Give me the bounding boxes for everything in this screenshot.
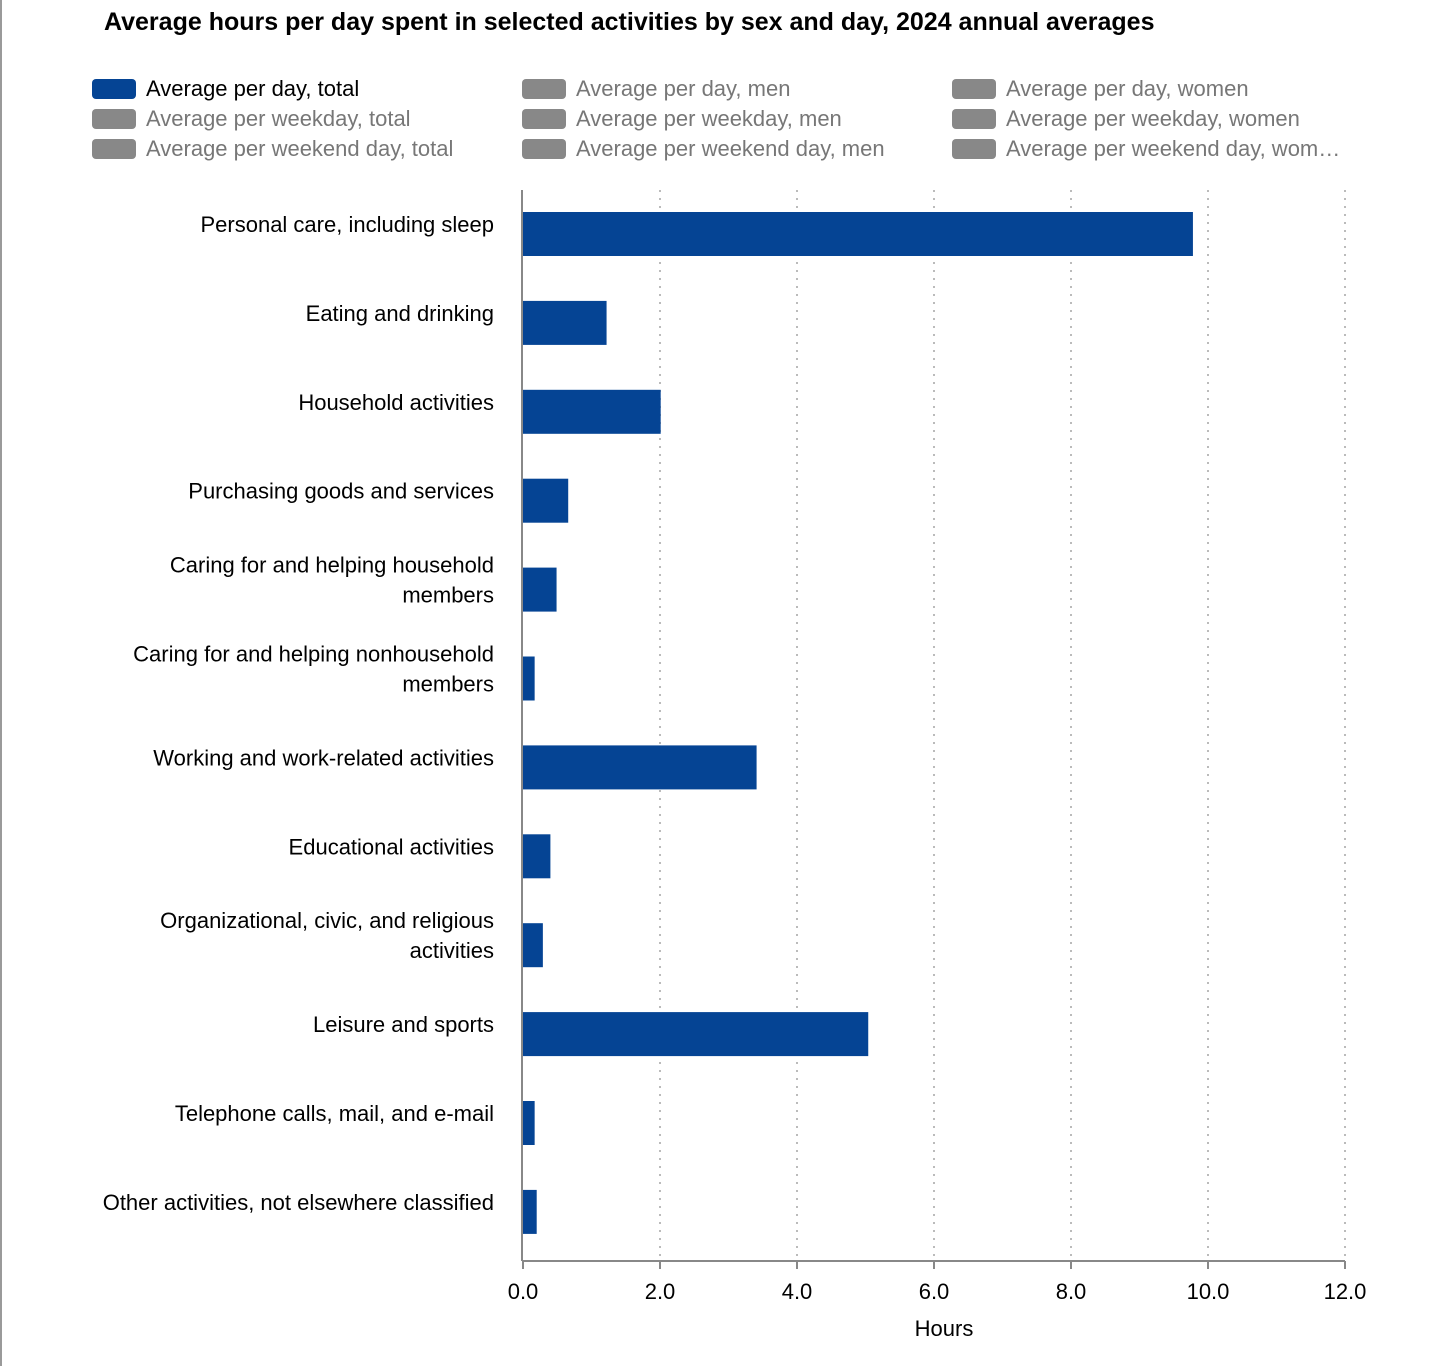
category-label: activities (410, 938, 494, 963)
category-label: Personal care, including sleep (200, 212, 494, 237)
legend-swatch (92, 139, 136, 159)
bar[interactable] (523, 745, 757, 790)
bar[interactable] (523, 1189, 537, 1234)
bar[interactable] (523, 300, 607, 345)
category-label: Leisure and sports (313, 1012, 494, 1037)
category-label: members (402, 583, 494, 608)
legend-item[interactable]: Average per weekend day, wom… (952, 136, 1340, 162)
bar[interactable] (523, 389, 661, 434)
bar[interactable] (523, 1101, 535, 1145)
legend-swatch (952, 109, 996, 129)
bars (523, 212, 1193, 1234)
legend-swatch (952, 139, 996, 159)
legend-swatch (522, 79, 566, 99)
category-label: Organizational, civic, and religious (160, 908, 494, 933)
gridlines (659, 190, 1346, 1261)
category-label: Eating and drinking (306, 301, 494, 326)
chart-title: Average hours per day spent in selected … (104, 8, 1155, 36)
bar[interactable] (523, 834, 551, 879)
category-label: Purchasing goods and services (188, 479, 494, 504)
legend-swatch (952, 79, 996, 99)
category-labels: Personal care, including sleep Eating and… (103, 212, 494, 1215)
x-tick-label: 2.0 (645, 1279, 676, 1304)
legend-item[interactable]: Average per weekday, women (952, 106, 1300, 132)
legend-item[interactable]: Average per day, women (952, 76, 1249, 102)
x-tick-label: 6.0 (919, 1279, 950, 1304)
bar[interactable] (523, 923, 543, 968)
legend-item[interactable]: Average per weekday, total (92, 106, 411, 132)
legend-item[interactable]: Average per day, total (92, 76, 359, 102)
x-axis-title: Hours (915, 1316, 974, 1341)
category-label: Caring for and helping household (170, 553, 494, 578)
legend-item[interactable]: Average per weekend day, total (92, 136, 453, 162)
bar[interactable] (523, 212, 1193, 256)
category-label: Other activities, not elsewhere classifi… (103, 1190, 494, 1215)
legend-swatch (92, 109, 136, 129)
bar[interactable] (523, 478, 569, 523)
legend-item[interactable]: Average per day, men (522, 76, 790, 102)
legend-swatch (522, 139, 566, 159)
x-tick-label: 8.0 (1056, 1279, 1087, 1304)
category-label: Working and work-related activities (153, 745, 494, 770)
category-label: Telephone calls, mail, and e-mail (175, 1101, 494, 1126)
x-tick-label: 0.0 (508, 1279, 539, 1304)
category-label: members (402, 672, 494, 697)
bar[interactable] (523, 1012, 869, 1057)
legend-item[interactable]: Average per weekend day, men (522, 136, 885, 162)
category-label: Educational activities (289, 834, 494, 859)
category-label: Caring for and helping nonhousehold (133, 642, 494, 667)
x-tick-label: 4.0 (782, 1279, 813, 1304)
x-tick-label: 10.0 (1187, 1279, 1230, 1304)
axes (521, 190, 1346, 1269)
x-tick-labels: 0.0 2.0 4.0 6.0 8.0 10.0 12.0 (508, 1279, 1367, 1304)
legend-item[interactable]: Average per weekday, men (522, 106, 842, 132)
bar[interactable] (523, 656, 535, 701)
bar[interactable] (523, 567, 557, 612)
legend-swatch (92, 79, 136, 99)
legend: Average per day, total Average per day, m… (92, 76, 1392, 166)
legend-swatch (522, 109, 566, 129)
x-tick-label: 12.0 (1324, 1279, 1367, 1304)
category-label: Household activities (298, 390, 494, 415)
frame-border (0, 0, 2, 1366)
